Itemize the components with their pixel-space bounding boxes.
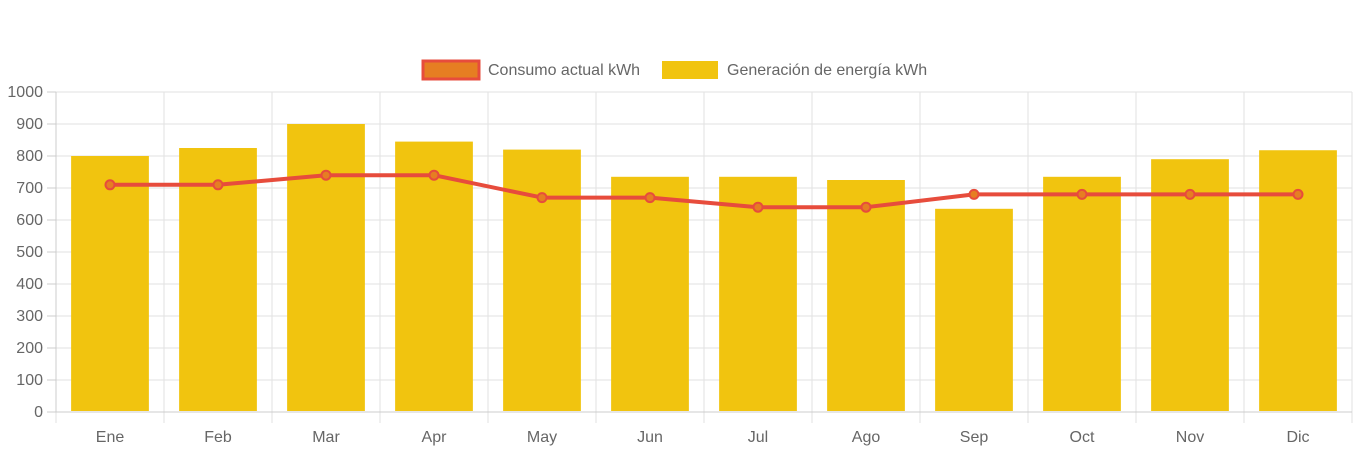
y-axis: 0 100 200 300 400 500 600 700 800 900 1000 bbox=[7, 84, 57, 421]
legend-item-generacion[interactable]: Generación de energía kWh bbox=[662, 61, 927, 79]
bar-apr[interactable] bbox=[395, 141, 473, 411]
legend-label-generacion: Generación de energía kWh bbox=[727, 62, 927, 79]
point-feb[interactable] bbox=[212, 179, 224, 191]
x-tick-label: Jun bbox=[637, 429, 663, 446]
y-tick-label: 1000 bbox=[7, 84, 43, 101]
bar-ene[interactable] bbox=[71, 156, 149, 411]
point-jun[interactable] bbox=[644, 192, 656, 204]
x-tick-label: Oct bbox=[1070, 429, 1095, 446]
point-dic[interactable] bbox=[1292, 188, 1304, 200]
bar-may[interactable] bbox=[503, 149, 581, 411]
y-tick-label: 800 bbox=[16, 148, 43, 165]
x-axis: Ene Feb Mar Apr May Jun Jul Ago Sep Oct Nov Dic bbox=[56, 411, 1352, 446]
y-tick-label: 900 bbox=[16, 116, 43, 133]
x-tick-label: Nov bbox=[1176, 429, 1204, 446]
point-oct[interactable] bbox=[1076, 188, 1088, 200]
bar-jul[interactable] bbox=[719, 176, 797, 411]
y-tick-label: 700 bbox=[16, 180, 43, 197]
bar-sep[interactable] bbox=[935, 208, 1013, 411]
y-tick-label: 600 bbox=[16, 212, 43, 229]
x-tick-label: Feb bbox=[204, 429, 232, 446]
x-tick-label: Sep bbox=[960, 429, 989, 446]
bar-jun[interactable] bbox=[611, 176, 689, 411]
point-nov[interactable] bbox=[1184, 188, 1196, 200]
point-may[interactable] bbox=[536, 192, 548, 204]
x-tick-label: Apr bbox=[422, 429, 448, 446]
x-tick-label: Ene bbox=[96, 429, 125, 446]
bar-ago[interactable] bbox=[827, 180, 905, 411]
bar-oct[interactable] bbox=[1043, 176, 1121, 411]
y-tick-label: 400 bbox=[16, 276, 43, 293]
bar-nov[interactable] bbox=[1151, 159, 1229, 411]
y-tick-label: 500 bbox=[16, 244, 43, 261]
x-tick-label: Ago bbox=[852, 429, 881, 446]
point-ago[interactable] bbox=[860, 201, 872, 213]
legend-swatch-consumo bbox=[421, 59, 481, 81]
line-consumo bbox=[108, 173, 1300, 210]
legend-swatch-generacion bbox=[662, 61, 718, 79]
y-tick-label: 300 bbox=[16, 308, 43, 325]
bar-mar[interactable] bbox=[287, 124, 365, 411]
point-sep[interactable] bbox=[968, 188, 980, 200]
point-apr[interactable] bbox=[428, 169, 440, 181]
x-tick-label: Mar bbox=[312, 429, 340, 446]
x-tick-label: Dic bbox=[1286, 429, 1309, 446]
y-tick-label: 200 bbox=[16, 340, 43, 357]
y-tick-label: 0 bbox=[34, 404, 43, 421]
point-jul[interactable] bbox=[752, 201, 764, 213]
legend-label-consumo: Consumo actual kWh bbox=[488, 62, 640, 79]
point-mar[interactable] bbox=[320, 169, 332, 181]
x-tick-label: Jul bbox=[748, 429, 768, 446]
point-ene[interactable] bbox=[104, 179, 116, 191]
bar-feb[interactable] bbox=[179, 148, 257, 411]
line-series-consumo bbox=[104, 169, 1304, 213]
y-tick-label: 100 bbox=[16, 372, 43, 389]
legend: Consumo actual kWh Generación de energía… bbox=[421, 59, 927, 81]
x-tick-label: May bbox=[527, 429, 557, 446]
legend-item-consumo[interactable]: Consumo actual kWh bbox=[421, 59, 640, 81]
